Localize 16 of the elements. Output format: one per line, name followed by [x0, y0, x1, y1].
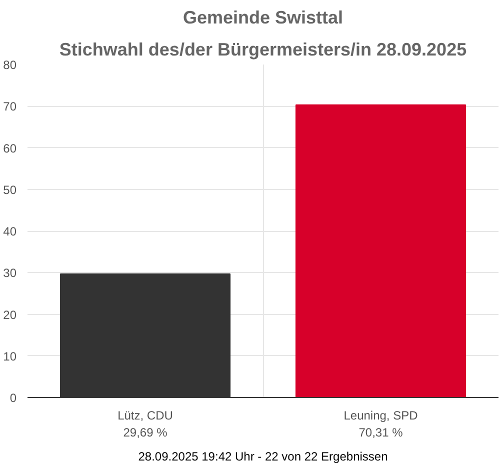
- y-tick-label: 10: [3, 349, 17, 364]
- y-tick-label: 30: [3, 266, 17, 280]
- chart-title: Gemeinde Swisttal: [182, 8, 344, 28]
- x-tick-label: Lütz, CDU: [118, 408, 173, 422]
- x-tick-label: Leuning, SPD: [344, 408, 418, 422]
- y-tick-label: 50: [3, 182, 17, 197]
- data-label: 29,69 %: [123, 425, 168, 440]
- y-tick-label: 0: [10, 391, 17, 405]
- data-label: 70,31 %: [358, 425, 404, 440]
- y-tick-label: 20: [3, 308, 17, 322]
- y-tick-label: 80: [3, 58, 17, 72]
- y-tick-label: 70: [3, 100, 17, 114]
- text: 28.09.2025 19:42 Uhr - 22 von 22 Ergebnissen: [138, 450, 388, 464]
- y-tick-label: 40: [3, 224, 17, 238]
- y-tick-label: 60: [3, 141, 17, 156]
- chart-subtitle: Stichwahl des/der Bürgermeisters/in 28.09.2025: [59, 40, 467, 60]
